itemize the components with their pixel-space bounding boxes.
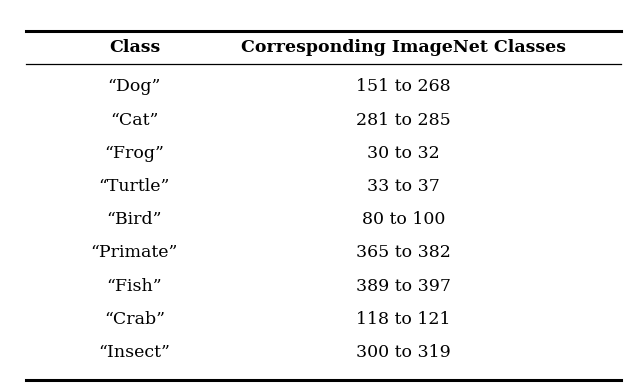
Text: “Frog”: “Frog”	[104, 145, 164, 162]
Text: 281 to 285: 281 to 285	[356, 112, 451, 129]
Text: “Insect”: “Insect”	[99, 344, 170, 361]
Text: 80 to 100: 80 to 100	[362, 211, 445, 228]
Text: 30 to 32: 30 to 32	[367, 145, 440, 162]
Text: “Turtle”: “Turtle”	[99, 178, 170, 195]
Text: 365 to 382: 365 to 382	[356, 244, 451, 261]
Text: “Primate”: “Primate”	[91, 244, 178, 261]
Text: 300 to 319: 300 to 319	[356, 344, 451, 361]
Text: Corresponding ImageNet Classes: Corresponding ImageNet Classes	[241, 39, 566, 56]
Text: “Bird”: “Bird”	[107, 211, 162, 228]
Text: 118 to 121: 118 to 121	[356, 311, 451, 328]
Text: 389 to 397: 389 to 397	[356, 278, 451, 295]
Text: “Cat”: “Cat”	[110, 112, 159, 129]
Text: 33 to 37: 33 to 37	[367, 178, 440, 195]
Text: “Crab”: “Crab”	[104, 311, 165, 328]
Text: Class: Class	[109, 39, 160, 56]
Text: “Fish”: “Fish”	[107, 278, 162, 295]
Text: 151 to 268: 151 to 268	[356, 78, 451, 95]
Text: “Dog”: “Dog”	[108, 78, 161, 95]
